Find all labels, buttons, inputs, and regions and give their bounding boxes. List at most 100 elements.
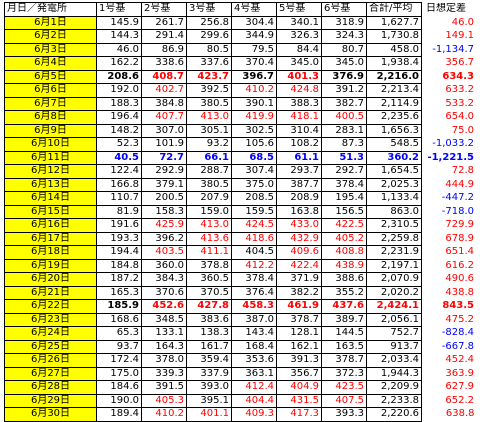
- cell-unit-3: 383.6: [186, 312, 232, 327]
- cell-unit-3: 395.1: [186, 393, 232, 408]
- row-date: 6月7日: [4, 96, 97, 111]
- cell-unit-6: 423.5: [321, 380, 367, 395]
- cell-unit-1: 184.6: [96, 380, 142, 395]
- header-row: 月日／発電所 1号基 2号基 3号基 4号基 5号基 6号基 合計/平均 日想定…: [4, 2, 477, 17]
- cell-total: 2,025.3: [366, 177, 422, 192]
- cell-diff: 75.0: [451, 124, 474, 136]
- cell-unit-6: 393.3: [321, 407, 367, 422]
- cell-unit-6: 163.5: [321, 339, 367, 354]
- cell-total: 2,213.4: [366, 83, 422, 98]
- cell-diff: 651.4: [445, 246, 474, 258]
- cell-unit-6: 422.5: [321, 218, 367, 233]
- cell-unit-2: 307.0: [141, 123, 187, 138]
- cell-unit-5: 340.1: [276, 15, 322, 30]
- cell-unit-2: 101.9: [141, 137, 187, 152]
- cell-unit-1: 184.8: [96, 258, 142, 273]
- row-date: 6月20日: [4, 272, 97, 287]
- row-date: 6月4日: [4, 56, 97, 71]
- cell-unit-5: 310.4: [276, 123, 322, 138]
- cell-unit-2: 164.3: [141, 339, 187, 354]
- cell-unit-1: 191.6: [96, 218, 142, 233]
- cell-diff: 363.9: [445, 367, 474, 379]
- table-row: 6月21日 165.3 370.6 370.5 376.4 382.2 355.2 2,020…: [4, 285, 477, 300]
- cell-unit-1: 165.3: [96, 285, 142, 300]
- cell-total: 1,133.4: [366, 191, 422, 206]
- cell-diff: 633.2: [445, 84, 474, 96]
- cell-unit-3: 393.0: [186, 380, 232, 395]
- cell-total: 752.7: [366, 326, 422, 341]
- cell-unit-4: 409.3: [231, 407, 277, 422]
- cell-unit-6: 408.8: [321, 245, 367, 260]
- cell-unit-5: 432.9: [276, 231, 322, 246]
- row-date: 6月12日: [4, 164, 97, 179]
- cell-unit-2: 360.0: [141, 258, 187, 273]
- cell-unit-5: 409.6: [276, 245, 322, 260]
- cell-total: 1,656.3: [366, 123, 422, 138]
- cell-unit-6: 195.4: [321, 191, 367, 206]
- cell-diff: 627.9: [445, 381, 474, 393]
- cell-total: 2,070.9: [366, 272, 422, 287]
- cell-unit-3: 299.6: [186, 29, 232, 44]
- cell-unit-1: 81.9: [96, 204, 142, 219]
- table-row: 6月16日 191.6 425.9 413.0 424.5 433.0 422.5 2,310…: [4, 218, 477, 233]
- cell-unit-3: 66.1: [186, 150, 232, 165]
- row-date: 6月8日: [4, 110, 97, 125]
- cell-unit-2: 378.0: [141, 353, 187, 368]
- cell-total: 1,654.5: [366, 164, 422, 179]
- table-row: 6月1日 145.9 261.7 256.8 304.4 340.1 318.9 1,627.…: [4, 15, 477, 30]
- table-row: 6月12日 122.4 292.9 288.7 307.4 293.7 292.7 1,654…: [4, 164, 477, 179]
- cell-unit-5: 356.7: [276, 366, 322, 381]
- table-row: 6月17日 193.3 396.2 413.6 418.6 432.9 405.2 2,259…: [4, 231, 477, 246]
- cell-diff: 438.8: [445, 286, 474, 298]
- row-date: 6月18日: [4, 245, 97, 260]
- cell-unit-4: 304.4: [231, 15, 277, 30]
- cell-unit-4: 79.5: [231, 42, 277, 57]
- cell-unit-5: 208.9: [276, 191, 322, 206]
- cell-diff: 444.9: [445, 178, 474, 190]
- cell-unit-2: 384.8: [141, 96, 187, 111]
- row-date: 6月23日: [4, 312, 97, 327]
- cell-unit-2: 158.3: [141, 204, 187, 219]
- cell-unit-1: 144.3: [96, 29, 142, 44]
- cell-unit-5: 422.4: [276, 258, 322, 273]
- cell-unit-1: 192.0: [96, 83, 142, 98]
- cell-unit-4: 404.4: [231, 393, 277, 408]
- cell-unit-6: 324.3: [321, 29, 367, 44]
- cell-unit-4: 363.1: [231, 366, 277, 381]
- row-date: 6月22日: [4, 299, 97, 314]
- cell-unit-1: 175.0: [96, 366, 142, 381]
- table-row: 6月24日 65.3 133.1 138.3 143.4 128.1 144.5 752.7 -…: [4, 326, 477, 341]
- cell-unit-6: 437.6: [321, 299, 367, 314]
- cell-unit-3: 378.8: [186, 258, 232, 273]
- cell-unit-3: 138.3: [186, 326, 232, 341]
- cell-unit-4: 159.5: [231, 204, 277, 219]
- cell-diff: -828.4: [441, 327, 474, 339]
- table-row: 6月26日 172.4 378.0 359.4 353.6 391.3 378.7 2,033…: [4, 353, 477, 368]
- cell-unit-4: 353.6: [231, 353, 277, 368]
- cell-unit-1: 187.2: [96, 272, 142, 287]
- cell-unit-1: 185.9: [96, 299, 142, 314]
- cell-unit-1: 162.2: [96, 56, 142, 71]
- cell-unit-1: 166.8: [96, 177, 142, 192]
- row-date: 6月16日: [4, 218, 97, 233]
- row-date: 6月29日: [4, 393, 97, 408]
- cell-unit-3: 359.4: [186, 353, 232, 368]
- cell-unit-6: 382.7: [321, 96, 367, 111]
- cell-unit-5: 424.8: [276, 83, 322, 98]
- cell-unit-5: 371.9: [276, 272, 322, 287]
- cell-total: 2,020.2: [366, 285, 422, 300]
- column-header-diff: 日想定差: [421, 2, 477, 16]
- cell-unit-2: 72.7: [141, 150, 187, 165]
- cell-unit-3: 360.5: [186, 272, 232, 287]
- table-row: 6月3日 46.0 86.9 80.5 79.5 84.4 80.7 458.0 -1,134.…: [4, 42, 477, 57]
- column-header-unit-1: 1号基: [96, 2, 142, 17]
- cell-total: 2,233.8: [366, 393, 422, 408]
- cell-unit-2: 348.5: [141, 312, 187, 327]
- cell-unit-5: 163.8: [276, 204, 322, 219]
- table-row: 6月22日 185.9 452.6 427.8 458.3 461.9 437.6 2,424…: [4, 299, 477, 314]
- cell-unit-3: 392.5: [186, 83, 232, 98]
- cell-total: 2,216.0: [366, 69, 422, 84]
- cell-unit-2: 403.5: [141, 245, 187, 260]
- cell-unit-2: 370.6: [141, 285, 187, 300]
- cell-unit-3: 380.5: [186, 96, 232, 111]
